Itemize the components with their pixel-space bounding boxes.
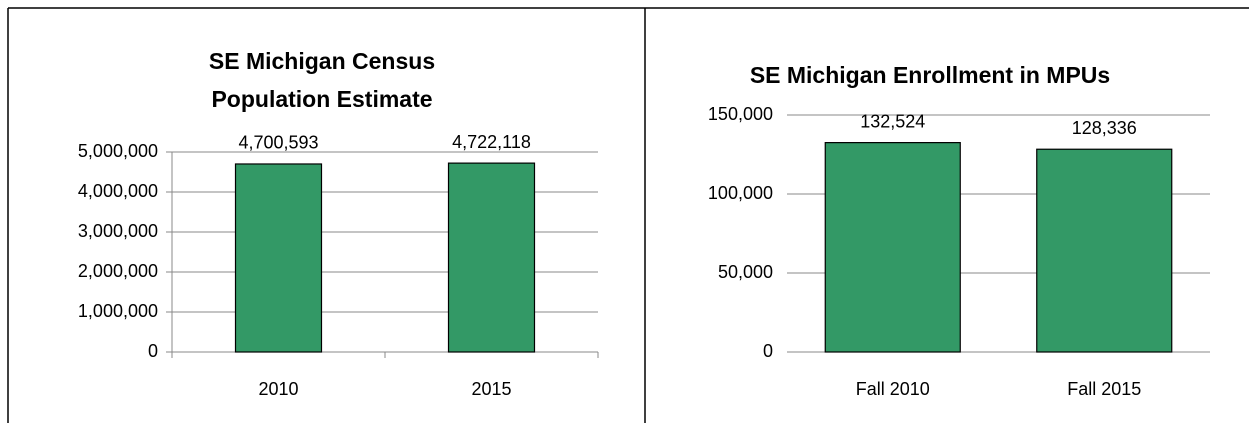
data-label: 128,336 [1072, 118, 1137, 138]
data-label: 4,722,118 [452, 132, 531, 152]
bar [1036, 148, 1173, 353]
y-tick-label: 50,000 [718, 262, 773, 282]
x-tick-label: 2015 [471, 379, 511, 399]
y-tick-label: 4,000,000 [78, 181, 158, 201]
y-tick-label: 1,000,000 [78, 301, 158, 321]
data-label: 132,524 [860, 111, 925, 131]
y-tick-label: 2,000,000 [78, 261, 158, 281]
y-tick-label: 0 [148, 341, 158, 361]
bar [447, 162, 536, 353]
y-tick-label: 150,000 [708, 104, 773, 124]
y-tick-label: 100,000 [708, 183, 773, 203]
bar [824, 142, 961, 353]
y-tick-label: 0 [763, 341, 773, 361]
y-tick-label: 3,000,000 [78, 221, 158, 241]
bar [234, 163, 323, 353]
x-tick-label: Fall 2010 [856, 379, 930, 399]
x-tick-label: Fall 2015 [1067, 379, 1141, 399]
y-tick-label: 5,000,000 [78, 141, 158, 161]
chart-title: SE Michigan Enrollment in MPUs [749, 62, 1111, 88]
data-label: 4,700,593 [238, 133, 318, 153]
x-tick-label: 2010 [258, 379, 298, 399]
chart-title: SE Michigan Census Population Estimate [208, 48, 436, 112]
